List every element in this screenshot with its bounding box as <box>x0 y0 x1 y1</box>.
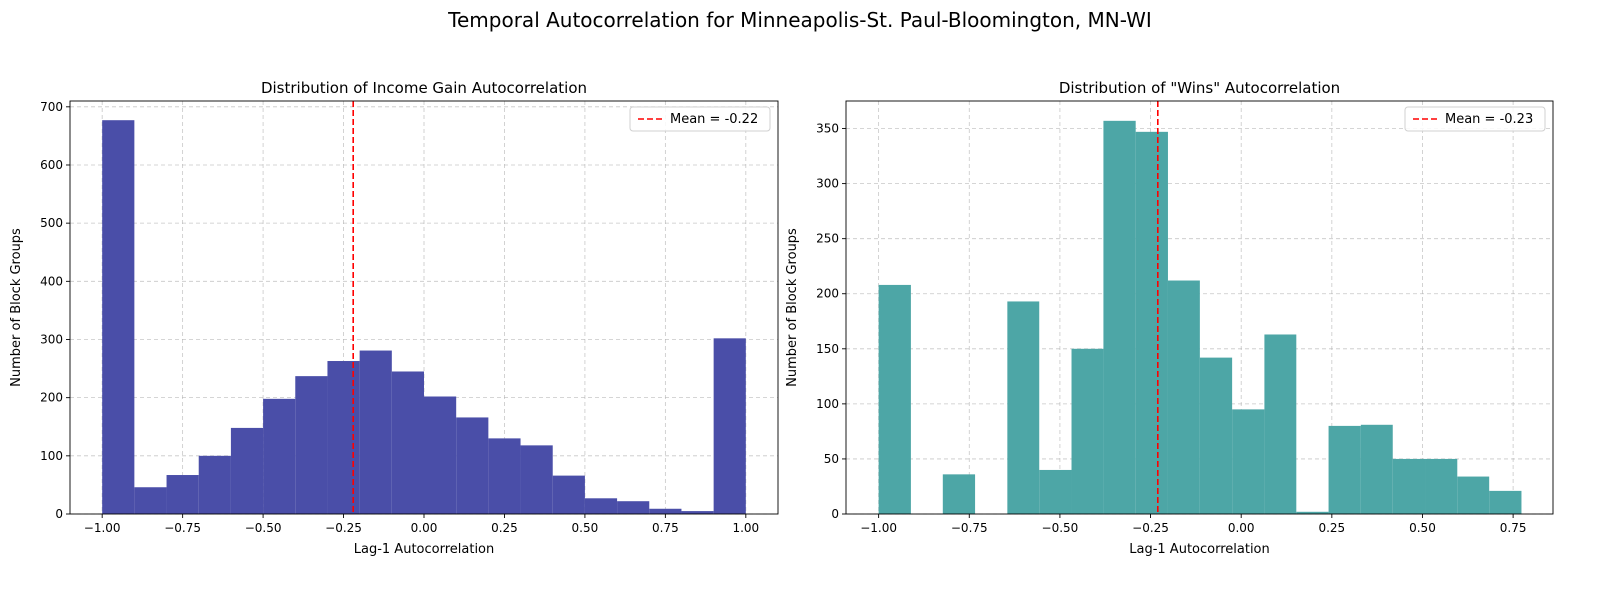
x-tick-label: 0.50 <box>1409 521 1436 535</box>
legend-box <box>629 106 771 132</box>
y-tick-label: 200 <box>816 287 839 301</box>
histogram-bar <box>1328 425 1361 514</box>
x-tick-label: 0.25 <box>1318 521 1345 535</box>
histogram-bar <box>166 475 199 514</box>
y-tick-label: 200 <box>40 391 63 405</box>
figure-title: Temporal Autocorrelation for Minneapolis… <box>448 8 1152 32</box>
y-tick-label: 0 <box>55 507 63 521</box>
histogram-bars <box>878 120 1522 514</box>
histogram-bar <box>456 417 489 514</box>
histogram-bar <box>552 475 585 514</box>
histogram-bar <box>327 361 360 514</box>
x-tick-label: 0.00 <box>1228 521 1255 535</box>
histogram-bar <box>1039 469 1072 514</box>
y-tick-label: 100 <box>40 449 63 463</box>
y-tick-label: 350 <box>816 122 839 136</box>
wins-histogram-panel: −1.00 −0.75 −0.50 −0.25 0.00 0.25 0.50 0.75 0 50 1… <box>785 79 1554 557</box>
y-tick-label: 100 <box>816 397 839 411</box>
histogram-bar <box>1135 131 1168 514</box>
histogram-bar <box>1489 490 1522 514</box>
histogram-bar <box>942 474 976 514</box>
histogram-bar <box>1007 301 1040 514</box>
chart-title: Distribution of Income Gain Autocorrelat… <box>261 79 587 97</box>
histogram-bar <box>1392 458 1426 514</box>
x-tick-label: −0.25 <box>325 521 362 535</box>
y-tick-label: 400 <box>40 274 63 288</box>
histogram-bar <box>681 511 714 514</box>
histogram-bar <box>134 487 167 514</box>
chart-title: Distribution of "Wins" Autocorrelation <box>1059 79 1340 97</box>
x-tick-label: −0.50 <box>245 521 282 535</box>
legend-box <box>1404 106 1546 132</box>
histogram-bar <box>263 398 296 514</box>
x-tick-label: −0.25 <box>1132 521 1169 535</box>
legend: Mean = -0.22 <box>629 106 771 132</box>
histogram-bar <box>649 508 682 514</box>
histogram-bar <box>1425 458 1458 514</box>
histogram-bar <box>1457 476 1490 514</box>
x-tick-label: 0.75 <box>1500 521 1527 535</box>
histogram-bar <box>1103 120 1136 514</box>
x-tick-label: −1.00 <box>860 521 897 535</box>
y-tick-label: 0 <box>831 507 839 521</box>
x-tick-label: −0.75 <box>951 521 988 535</box>
histogram-bar <box>102 120 135 515</box>
axes-frame <box>845 100 1554 515</box>
legend-label: Mean = -0.22 <box>670 112 758 127</box>
x-tick-label: −0.50 <box>1042 521 1079 535</box>
y-tick-label: 300 <box>40 332 63 346</box>
income-gain-histogram-panel: −1.00 −0.75 −0.50 −0.25 0.00 0.25 0.50 0.75 1.00… <box>9 79 779 557</box>
x-axis-label: Lag-1 Autocorrelation <box>354 542 495 557</box>
histogram-bar <box>520 445 553 514</box>
histogram-bar <box>1296 511 1329 514</box>
x-tick-label: −1.00 <box>84 521 121 535</box>
histogram-bar <box>1199 357 1233 514</box>
histogram-bar <box>617 501 650 514</box>
x-axis-label: Lag-1 Autocorrelation <box>1129 542 1270 557</box>
histogram-bar <box>230 427 264 514</box>
histogram-bar <box>359 350 392 514</box>
y-tick-label: 150 <box>816 342 839 356</box>
histogram-bar <box>424 396 457 514</box>
y-tick-label: 600 <box>40 158 63 172</box>
histogram-bar <box>198 455 231 514</box>
histogram-bars <box>102 120 746 515</box>
y-tick-label: 700 <box>40 100 63 114</box>
histogram-bar <box>713 338 746 514</box>
histogram-bar <box>391 371 424 514</box>
histogram-bar <box>1360 424 1393 514</box>
legend: Mean = -0.23 <box>1404 106 1546 132</box>
histogram-bar <box>584 498 618 514</box>
x-tick-label: 0.25 <box>491 521 518 535</box>
histogram-bar <box>1071 348 1104 514</box>
y-axis-label: Number of Block Groups <box>9 228 24 387</box>
y-tick-label: 250 <box>816 232 839 246</box>
histogram-bar <box>1232 409 1265 514</box>
histogram-bar <box>1264 334 1297 514</box>
y-tick-label: 300 <box>816 177 839 191</box>
x-tick-label: 0.00 <box>411 521 438 535</box>
histogram-bar <box>295 376 328 514</box>
x-tick-label: 0.50 <box>572 521 599 535</box>
histogram-bar <box>1167 280 1200 514</box>
legend-label: Mean = -0.23 <box>1445 112 1533 127</box>
y-tick-label: 50 <box>824 452 839 466</box>
x-tick-label: 1.00 <box>732 521 759 535</box>
x-tick-label: 0.75 <box>652 521 679 535</box>
y-tick-label: 500 <box>40 216 63 230</box>
x-tick-label: −0.75 <box>164 521 201 535</box>
histogram-bar <box>878 284 911 514</box>
y-axis-label: Number of Block Groups <box>785 228 800 387</box>
histogram-bar <box>488 438 521 514</box>
